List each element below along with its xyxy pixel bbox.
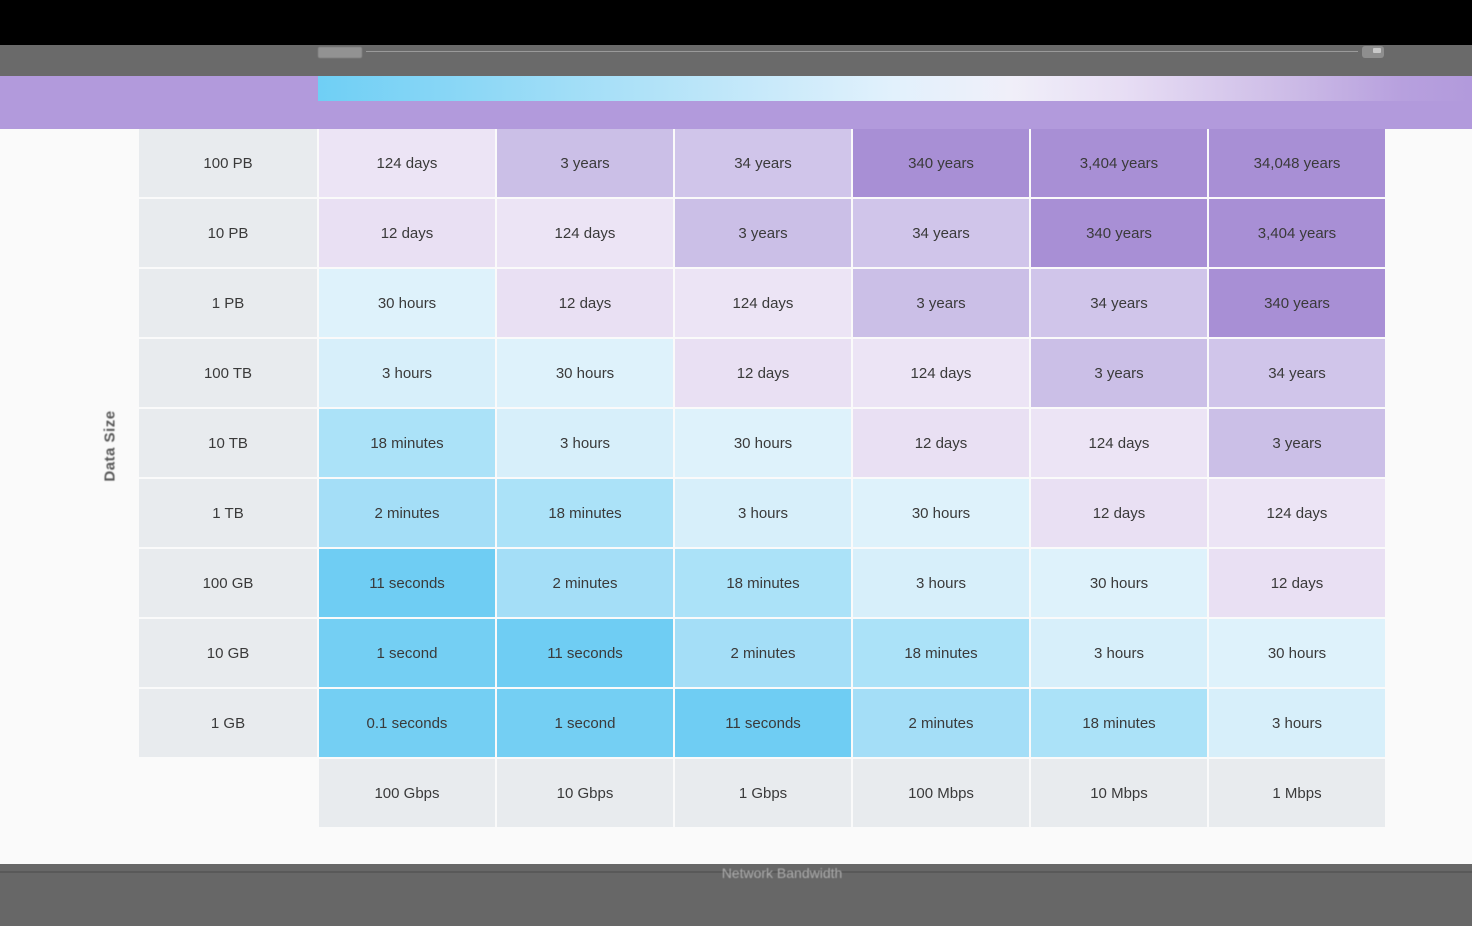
heatmap-cell: 0.1 seconds <box>319 689 495 757</box>
row-header: 100 GB <box>139 549 317 617</box>
row-header: 1 GB <box>139 689 317 757</box>
heatmap-cell: 11 seconds <box>319 549 495 617</box>
corner-spacer <box>139 759 317 827</box>
row-header: 100 TB <box>139 339 317 407</box>
heatmap-cell: 340 years <box>853 129 1029 197</box>
heatmap-cell: 3 hours <box>1031 619 1207 687</box>
heatmap-cell: 11 seconds <box>497 619 673 687</box>
heatmap-cell: 3 hours <box>319 339 495 407</box>
column-label: 1 Gbps <box>675 759 851 827</box>
heatmap-cell: 124 days <box>853 339 1029 407</box>
heatmap-cell: 30 hours <box>497 339 673 407</box>
heatmap-cell: 12 days <box>675 339 851 407</box>
row-header: 10 GB <box>139 619 317 687</box>
y-axis-label: Data Size <box>101 410 119 482</box>
x-axis-label: Network Bandwidth <box>721 865 843 881</box>
heatmap-cell: 34,048 years <box>1209 129 1385 197</box>
heatmap-cell: 1 second <box>319 619 495 687</box>
heatmap-cell: 12 days <box>1031 479 1207 547</box>
toolbar <box>0 45 1472 76</box>
heatmap-cell: 18 minutes <box>675 549 851 617</box>
heatmap-cell: 3,404 years <box>1209 199 1385 267</box>
heatmap-cell: 124 days <box>1209 479 1385 547</box>
column-label: 1 Mbps <box>1209 759 1385 827</box>
column-label: 100 Mbps <box>853 759 1029 827</box>
heatmap-cell: 34 years <box>1031 269 1207 337</box>
heatmap-cell: 3 years <box>675 199 851 267</box>
heatmap-cell: 11 seconds <box>675 689 851 757</box>
toolbar-slider-track[interactable] <box>366 51 1358 52</box>
heatmap-cell: 3 years <box>497 129 673 197</box>
heatmap-cell: 124 days <box>497 199 673 267</box>
row-header: 1 TB <box>139 479 317 547</box>
heatmap-cell: 2 minutes <box>853 689 1029 757</box>
legend-gradient-bar <box>318 76 1472 101</box>
heatmap-cell: 18 minutes <box>497 479 673 547</box>
heatmap-cell: 34 years <box>675 129 851 197</box>
heatmap-cell: 124 days <box>319 129 495 197</box>
heatmap-cell: 3 years <box>1031 339 1207 407</box>
heatmap-cell: 1 second <box>497 689 673 757</box>
heatmap-cell: 2 minutes <box>497 549 673 617</box>
heatmap-cell: 12 days <box>319 199 495 267</box>
heatmap-cell: 3 hours <box>675 479 851 547</box>
row-header: 10 PB <box>139 199 317 267</box>
heatmap-cell: 18 minutes <box>853 619 1029 687</box>
toolbar-slider-handle[interactable] <box>1362 46 1384 58</box>
heatmap-cell: 2 minutes <box>319 479 495 547</box>
footer-bar: Network Bandwidth <box>0 864 1472 926</box>
footer-divider <box>0 871 1472 873</box>
top-black-bar <box>0 0 1472 45</box>
heatmap-cell: 3 years <box>853 269 1029 337</box>
heatmap-cell: 18 minutes <box>319 409 495 477</box>
column-label: 10 Gbps <box>497 759 673 827</box>
heatmap-cell: 30 hours <box>675 409 851 477</box>
heatmap-cell: 12 days <box>1209 549 1385 617</box>
column-label: 100 Gbps <box>319 759 495 827</box>
heatmap-cell: 124 days <box>1031 409 1207 477</box>
column-label: 10 Mbps <box>1031 759 1207 827</box>
heatmap-cell: 3,404 years <box>1031 129 1207 197</box>
heatmap-cell: 340 years <box>1209 269 1385 337</box>
heatmap-cell: 30 hours <box>1031 549 1207 617</box>
heatmap-cell: 30 hours <box>1209 619 1385 687</box>
heatmap-cell: 3 hours <box>497 409 673 477</box>
heatmap-cell: 34 years <box>1209 339 1385 407</box>
heatmap-cell: 3 hours <box>853 549 1029 617</box>
heatmap-cell: 3 hours <box>1209 689 1385 757</box>
slider-handle-glyph <box>1373 48 1381 53</box>
heatmap-cell: 3 years <box>1209 409 1385 477</box>
heatmap-cell: 124 days <box>675 269 851 337</box>
heatmap-cell: 34 years <box>853 199 1029 267</box>
heatmap-cell: 18 minutes <box>1031 689 1207 757</box>
toolbar-status-text-redacted <box>318 47 362 58</box>
heatmap-cell: 12 days <box>853 409 1029 477</box>
row-header: 10 TB <box>139 409 317 477</box>
heatmap-cell: 12 days <box>497 269 673 337</box>
row-header: 100 PB <box>139 129 317 197</box>
transfer-time-heatmap: 100 PB 124 days 3 years 34 years 340 years 3,… <box>139 129 1385 827</box>
heatmap-cell: 30 hours <box>319 269 495 337</box>
heatmap-cell: 30 hours <box>853 479 1029 547</box>
heatmap-cell: 2 minutes <box>675 619 851 687</box>
heatmap-cell: 340 years <box>1031 199 1207 267</box>
row-header: 1 PB <box>139 269 317 337</box>
